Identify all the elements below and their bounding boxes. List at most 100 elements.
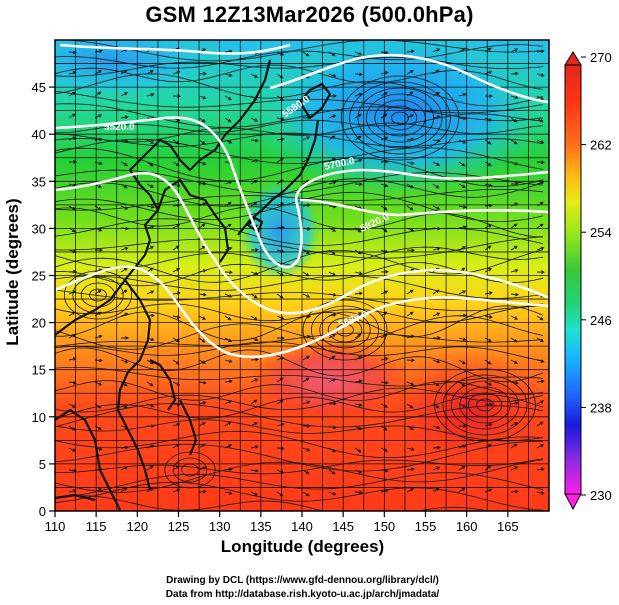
x-tick-label: 125 [168, 519, 190, 534]
flow-arrow [536, 400, 545, 405]
flow-arrow [406, 248, 415, 253]
flow-arrow [536, 467, 545, 472]
flow-arrow [432, 115, 441, 119]
vortex-streamline [164, 451, 216, 489]
flow-arrow [120, 205, 129, 210]
y-tick-label: 5 [39, 457, 46, 472]
x-tick-label: 110 [45, 519, 66, 534]
flow-arrow [146, 465, 154, 471]
flow-arrow [302, 51, 310, 57]
flow-arrow [302, 136, 311, 141]
flow-arrow [354, 51, 363, 56]
flow-arrow [406, 311, 414, 317]
streamline [55, 341, 544, 362]
flow-arrow [328, 378, 337, 383]
flow-arrow [380, 311, 388, 317]
flow-arrow [198, 71, 207, 76]
flow-arrow [146, 381, 154, 387]
flow-arrow [198, 181, 207, 186]
flow-arrow [224, 444, 233, 449]
x-tick-label: 130 [209, 519, 231, 534]
streamline [55, 472, 544, 498]
flow-arrow [328, 401, 337, 406]
flow-arrow [224, 117, 232, 123]
flow-arrow [224, 359, 233, 363]
flow-arrow [484, 224, 493, 229]
flow-arrow [510, 139, 518, 145]
vortex-streamline [382, 105, 418, 131]
y-tick-label: 30 [32, 221, 46, 236]
flow-arrow [484, 315, 493, 319]
flow-arrow [250, 337, 259, 342]
streamline [55, 459, 544, 493]
colorbar-label: 270 [590, 50, 612, 65]
flow-arrow [276, 377, 284, 383]
flow-arrow [224, 95, 232, 101]
y-tick-label: 45 [32, 80, 46, 95]
flow-arrow [458, 403, 467, 408]
flow-arrow [120, 466, 129, 471]
streamline [55, 73, 544, 107]
flow-arrow [510, 381, 519, 385]
flow-arrow [250, 248, 259, 252]
flow-arrow [432, 336, 441, 340]
x-tick-label: 160 [456, 519, 478, 534]
flow-arrow [354, 425, 362, 430]
streamline [55, 380, 544, 402]
streamline [55, 481, 544, 511]
colorbar-label: 262 [590, 138, 612, 153]
flow-arrow [510, 268, 519, 273]
flow-arrow [224, 379, 233, 384]
x-tick-label: 120 [126, 519, 148, 534]
x-tick-label: 150 [373, 519, 395, 534]
flow-arrow [146, 487, 154, 493]
colorbar-label: 254 [590, 225, 612, 240]
streamline [55, 303, 544, 323]
flow-arrow [224, 315, 232, 321]
flow-arrow [484, 139, 492, 145]
flow-arrow [120, 487, 128, 493]
flow-arrow [484, 488, 493, 493]
vortex-streamline [450, 380, 519, 430]
flow-arrow [302, 314, 311, 319]
flow-arrow [146, 403, 155, 408]
x-tick-label: 155 [415, 519, 437, 534]
flow-arrow [120, 183, 128, 189]
flow-arrow [224, 270, 233, 275]
flow-arrow [510, 182, 519, 186]
flow-arrow [536, 49, 545, 54]
flow-arrow [354, 271, 363, 275]
flow-arrow [406, 467, 415, 472]
flow-arrow [510, 466, 519, 471]
flow-arrow [354, 291, 363, 296]
flow-arrow [68, 205, 76, 211]
flow-arrow [146, 290, 155, 295]
vortex-streamline [476, 398, 494, 412]
flow-arrow [510, 489, 519, 494]
flow-arrow [354, 158, 363, 163]
flow-arrow [120, 403, 128, 409]
flow-arrow [224, 491, 233, 495]
flow-arrow [328, 447, 336, 453]
flow-arrow [432, 48, 441, 53]
flow-arrow [198, 359, 207, 364]
flow-arrow [328, 293, 337, 297]
streamline [55, 122, 544, 143]
flow-arrow [302, 491, 310, 497]
flow-arrow [328, 51, 336, 57]
flow-arrow [328, 114, 337, 119]
flow-arrow [354, 72, 363, 77]
streamline [55, 275, 544, 299]
flow-arrow [432, 138, 441, 143]
flow-arrow [328, 469, 336, 475]
flow-arrow [328, 135, 336, 141]
flow-arrow [328, 313, 337, 317]
flow-arrow [250, 315, 258, 321]
flow-arrow [484, 47, 492, 53]
flow-arrow [250, 271, 259, 276]
flow-arrow [198, 315, 207, 320]
flow-arrow [328, 73, 337, 78]
flow-arrow [406, 49, 415, 54]
flow-arrow [354, 113, 362, 119]
flow-arrow [120, 289, 128, 295]
